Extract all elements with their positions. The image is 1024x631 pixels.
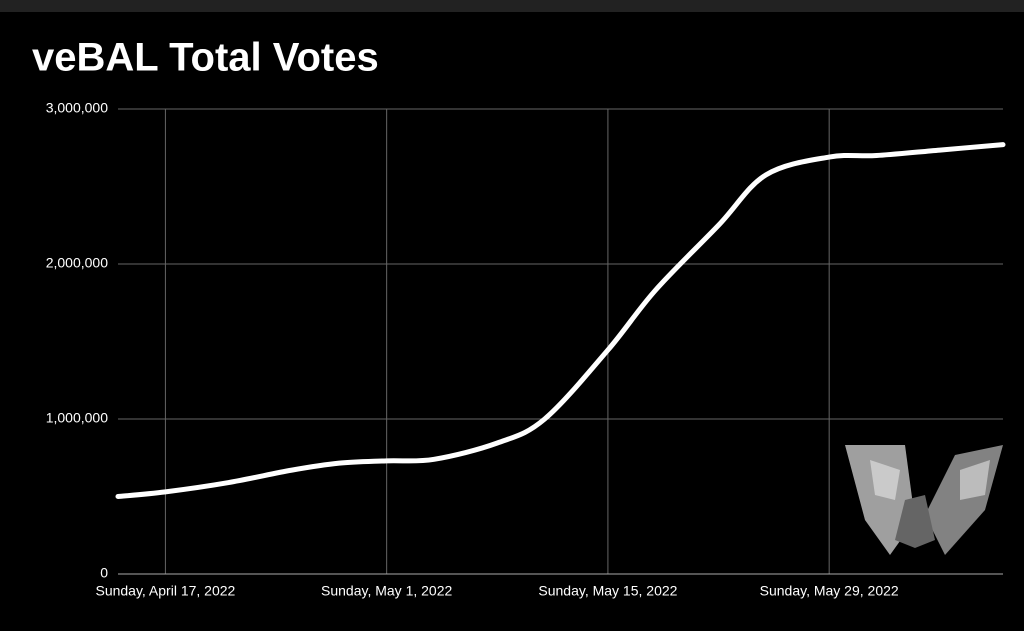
x-tick-label: Sunday, April 17, 2022	[95, 583, 235, 599]
y-tick-label: 2,000,000	[46, 255, 108, 271]
logo	[845, 445, 1003, 555]
y-tick-label: 3,000,000	[46, 100, 108, 116]
data-line	[115, 142, 1006, 499]
y-tick-label: 0	[100, 565, 108, 581]
top-bar	[0, 0, 1024, 12]
y-tick-label: 1,000,000	[46, 410, 108, 426]
x-tick-label: Sunday, May 15, 2022	[538, 583, 677, 599]
x-tick-label: Sunday, May 29, 2022	[760, 583, 899, 599]
chart-title: veBAL Total Votes	[32, 36, 379, 80]
x-tick-label: Sunday, May 1, 2022	[321, 583, 452, 599]
